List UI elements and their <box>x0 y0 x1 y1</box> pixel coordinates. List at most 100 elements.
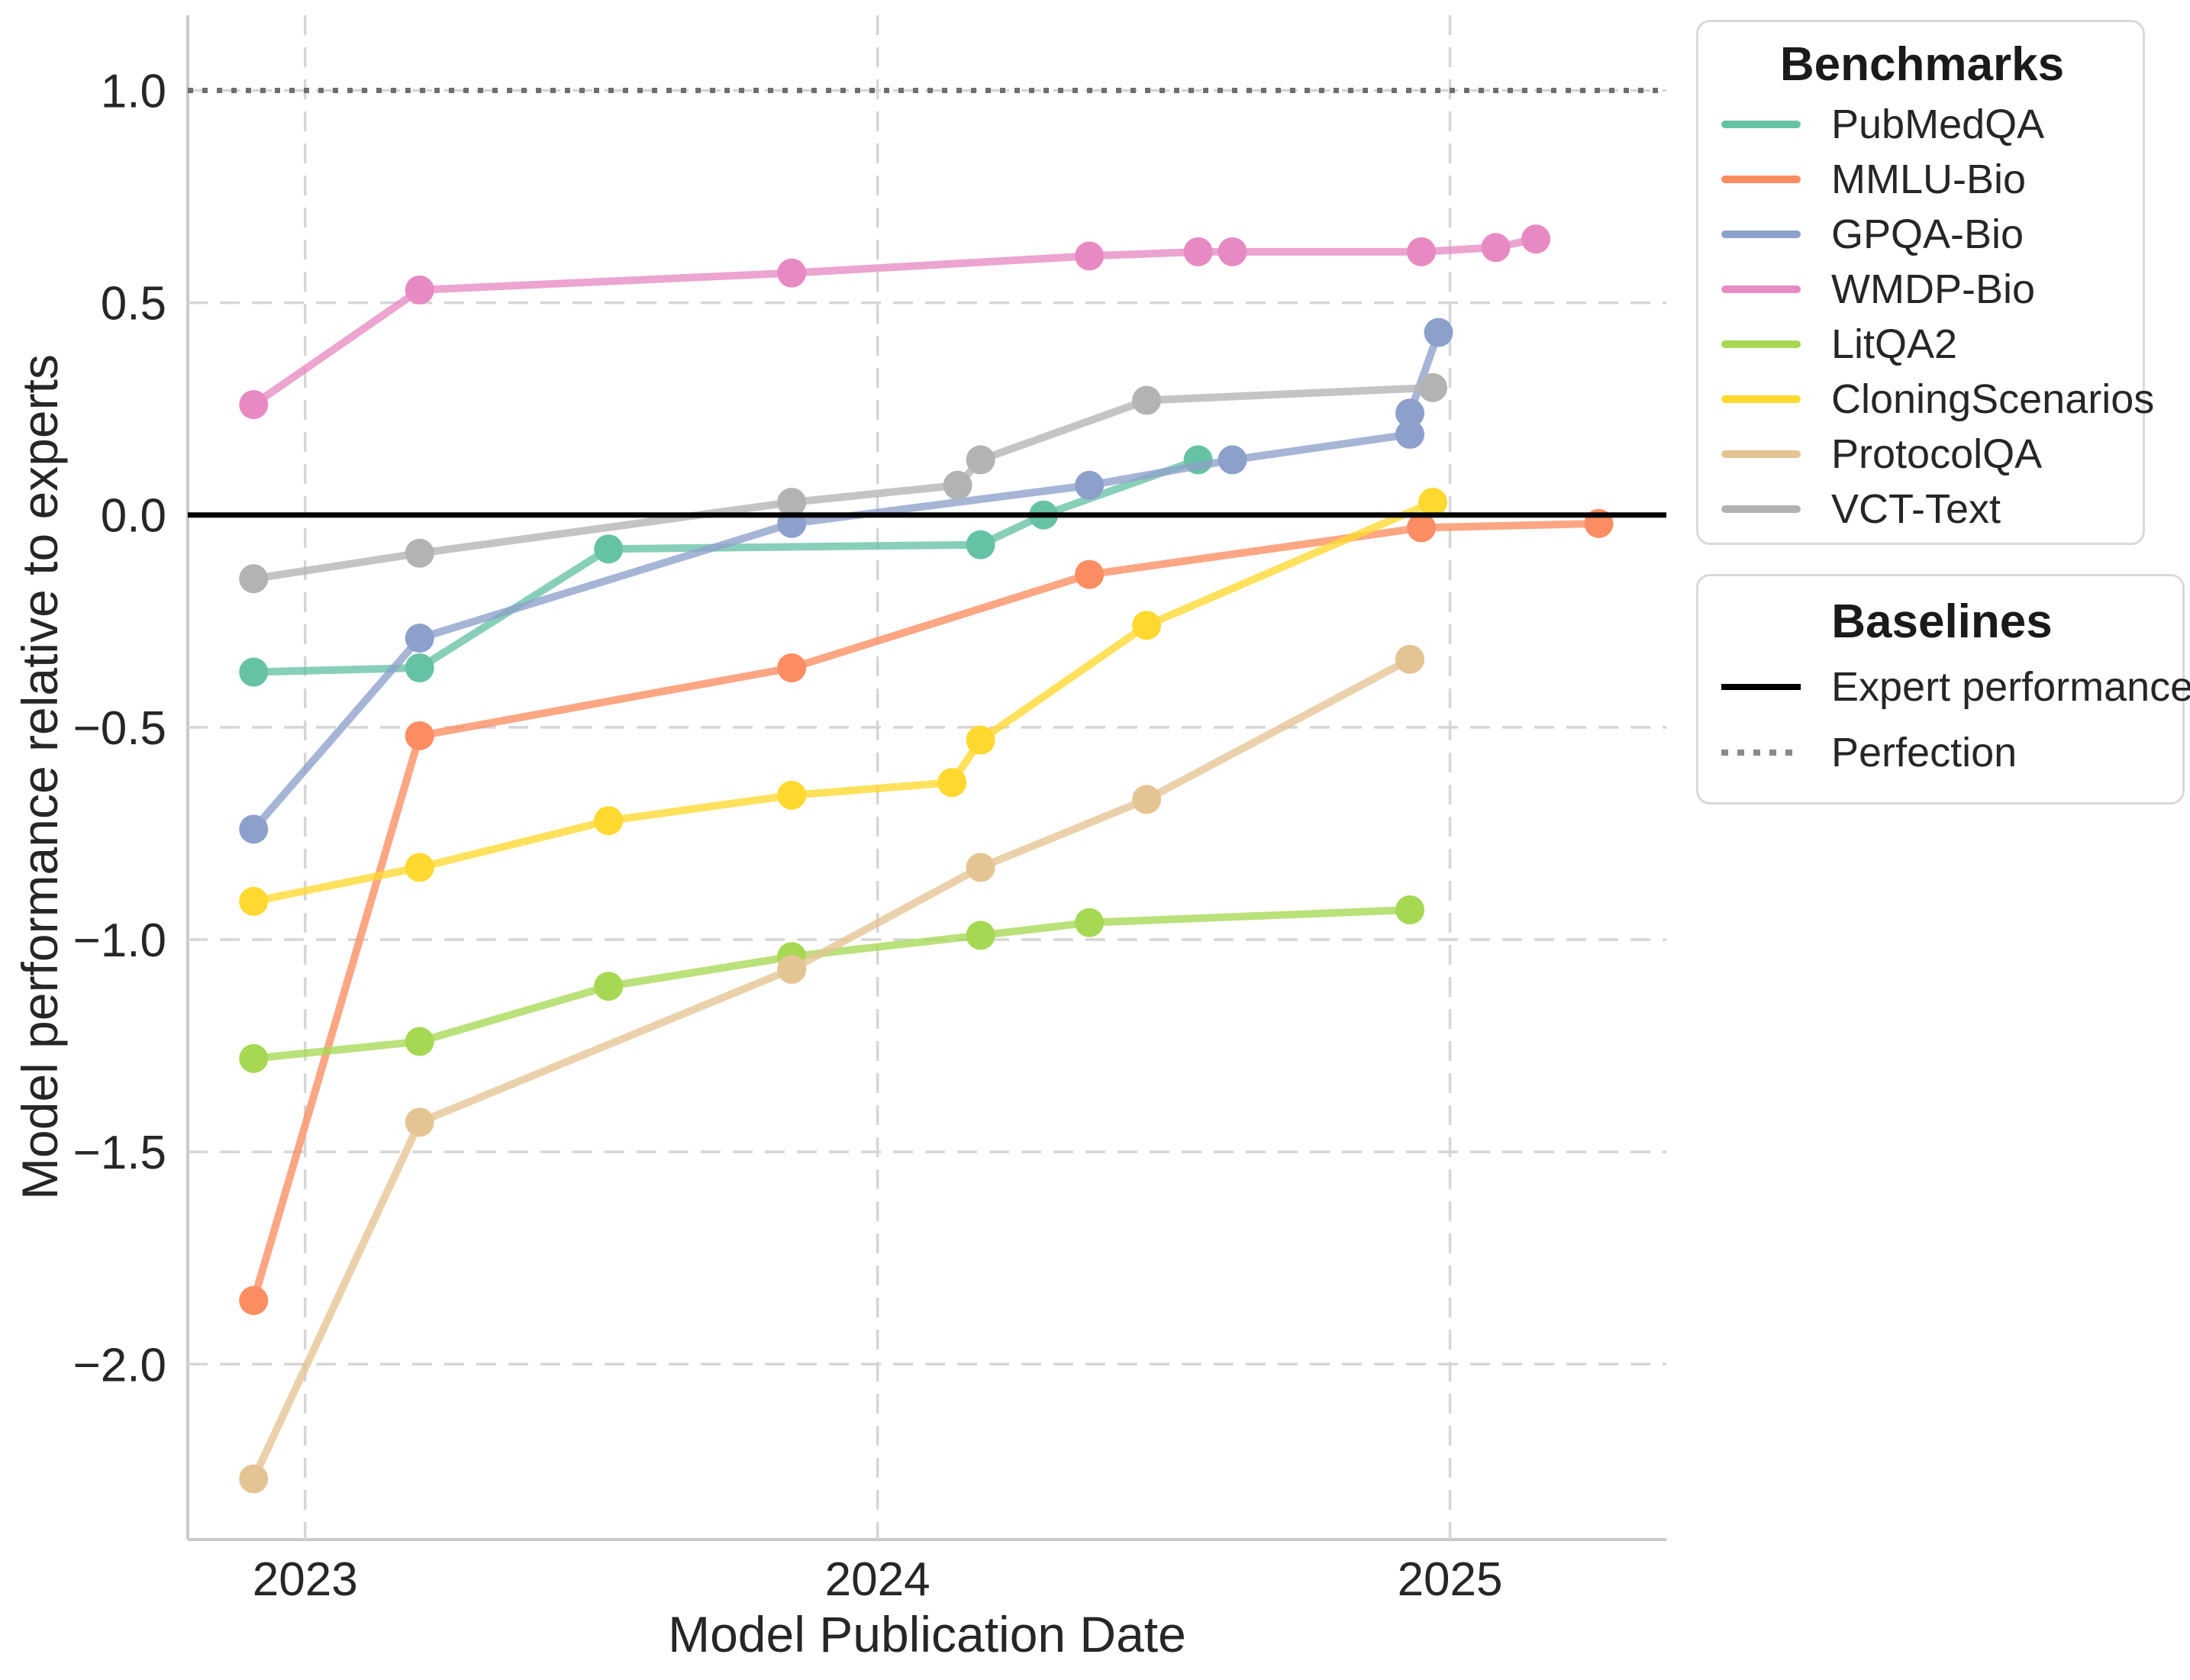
legend-item-PubMedQA: PubMedQA <box>1721 97 2123 152</box>
series-point-GPQA-Bio-6 <box>1395 398 1425 428</box>
series-point-PubMedQA-0 <box>239 657 269 687</box>
series-point-WMDP-Bio-2 <box>777 258 807 288</box>
legend-benchmarks-rows: PubMedQA MMLU-Bio GPQA-Bio WMDP-Bio LitQA2 Cl… <box>1721 97 2154 537</box>
series-line-CloningScenarios <box>250 498 1437 905</box>
y-tick-label-1.0: 1.0 <box>101 65 166 118</box>
series-point-CloningScenarios-3 <box>777 780 807 810</box>
legend-item-WMDP-Bio: WMDP-Bio <box>1721 262 2123 317</box>
series-point-MMLU-Bio-3 <box>1075 559 1105 589</box>
legend-benchmarks: Benchmarks PubMedQA MMLU-Bio GPQA-Bio WMDP-… <box>1696 20 2154 545</box>
legend-item-VCT-Text: VCT-Text <box>1721 482 2123 537</box>
series-point-VCT-Text-0 <box>239 564 269 594</box>
series-point-WMDP-Bio-1 <box>405 275 434 305</box>
legend-item-LitQA2: LitQA2 <box>1721 317 2123 372</box>
legend-item-expert-performance: Expert performance <box>1721 654 2190 720</box>
legend-swatch-PubMedQA <box>1721 121 1801 128</box>
legend-swatch-MMLU-Bio <box>1721 176 1801 183</box>
series-point-VCT-Text-4 <box>966 445 995 475</box>
legend-item-GPQA-Bio: GPQA-Bio <box>1721 207 2123 262</box>
series-point-CloningScenarios-0 <box>239 886 269 916</box>
y-tick-label-−0.5: −0.5 <box>73 702 166 755</box>
series-point-VCT-Text-6 <box>1418 372 1448 402</box>
series-point-CloningScenarios-7 <box>1418 488 1448 518</box>
legend-swatch-LitQA2 <box>1721 340 1801 348</box>
legend-label-perfection: Perfection <box>1831 730 2017 776</box>
y-tick-label-−1.0: −1.0 <box>73 914 166 967</box>
series-point-LitQA2-4 <box>966 921 995 950</box>
series-point-MMLU-Bio-1 <box>405 721 434 750</box>
y-tick-label-0.0: 0.0 <box>101 490 166 543</box>
legend-swatch-CloningScenarios <box>1721 395 1801 403</box>
y-tick-label-0.5: 0.5 <box>101 278 166 331</box>
series-point-WMDP-Bio-5 <box>1218 237 1247 266</box>
series-line-WMDP-Bio <box>250 235 1540 409</box>
legend-label-MMLU-Bio: MMLU-Bio <box>1831 156 2027 202</box>
series-point-CloningScenarios-5 <box>966 725 995 755</box>
series-point-ProtocolQA-1 <box>405 1108 434 1137</box>
x-tick-label-2024: 2024 <box>825 1553 931 1606</box>
series-point-LitQA2-1 <box>405 1027 434 1056</box>
legend-item-CloningScenarios: CloningScenarios <box>1721 372 2154 427</box>
series-point-CloningScenarios-6 <box>1132 611 1162 640</box>
series-point-PubMedQA-2 <box>594 534 624 564</box>
series-point-WMDP-Bio-0 <box>239 390 269 420</box>
series-point-GPQA-Bio-4 <box>1218 445 1247 475</box>
legend-label-LitQA2: LitQA2 <box>1831 321 1958 367</box>
legend-baselines-rows: Expert performance Perfection <box>1721 654 2190 785</box>
series-point-PubMedQA-3 <box>966 530 995 559</box>
legend-label-expert-performance: Expert performance <box>1831 664 2190 710</box>
series-point-ProtocolQA-0 <box>239 1464 269 1494</box>
series-point-LitQA2-5 <box>1075 908 1105 937</box>
series-point-WMDP-Bio-3 <box>1075 241 1105 271</box>
series-point-VCT-Text-2 <box>777 488 807 518</box>
series-point-WMDP-Bio-7 <box>1481 233 1511 263</box>
series-point-GPQA-Bio-7 <box>1424 318 1453 347</box>
series-line-GPQA-Bio <box>250 328 1443 834</box>
legend-swatch-ProtocolQA <box>1721 450 1801 458</box>
series-point-CloningScenarios-4 <box>937 768 967 798</box>
series-point-ProtocolQA-3 <box>966 853 995 882</box>
x-tick-label-2025: 2025 <box>1398 1553 1503 1606</box>
legend-benchmarks-title: Benchmarks <box>1779 38 2065 91</box>
series-point-WMDP-Bio-6 <box>1407 237 1437 266</box>
series-point-VCT-Text-3 <box>943 470 972 500</box>
series-point-LitQA2-0 <box>239 1043 269 1073</box>
series-point-GPQA-Bio-5 <box>1395 420 1425 450</box>
series-point-ProtocolQA-4 <box>1132 785 1162 814</box>
legend-swatch-GPQA-Bio <box>1721 231 1801 238</box>
legend-label-PubMedQA: PubMedQA <box>1831 102 2045 147</box>
legend-label-CloningScenarios: CloningScenarios <box>1831 376 2155 422</box>
series-point-VCT-Text-5 <box>1132 385 1162 415</box>
legend-label-WMDP-Bio: WMDP-Bio <box>1831 266 2035 312</box>
series-point-WMDP-Bio-8 <box>1521 224 1551 254</box>
legend-baselines: Baselines Expert performance Perfection <box>1696 574 2190 805</box>
series-line-MMLU-Bio <box>250 519 1603 1304</box>
series-point-PubMedQA-1 <box>405 653 434 682</box>
series-point-LitQA2-6 <box>1395 895 1425 925</box>
series-point-CloningScenarios-2 <box>594 806 624 836</box>
legend-label-GPQA-Bio: GPQA-Bio <box>1831 211 2024 257</box>
series-point-ProtocolQA-5 <box>1395 644 1425 674</box>
x-axis-title: Model Publication Date <box>668 1606 1186 1662</box>
legend-swatch-solid-black <box>1721 684 1801 690</box>
y-axis-title: Model performance relative to experts <box>11 354 68 1200</box>
legend-item-perfection: Perfection <box>1721 720 2163 785</box>
legend-item-ProtocolQA: ProtocolQA <box>1721 427 2123 482</box>
legend-baselines-title: Baselines <box>1831 595 2053 648</box>
legend-item-MMLU-Bio: MMLU-Bio <box>1721 152 2123 207</box>
legend-swatch-dotted-gray <box>1721 750 1801 756</box>
legend-swatch-WMDP-Bio <box>1721 285 1801 293</box>
legend-label-VCT-Text: VCT-Text <box>1831 486 2001 532</box>
series-point-MMLU-Bio-4 <box>1407 513 1437 543</box>
series-line-ProtocolQA <box>250 655 1414 1483</box>
series-point-ProtocolQA-2 <box>777 954 807 984</box>
series-point-MMLU-Bio-0 <box>239 1285 269 1315</box>
series-point-VCT-Text-1 <box>405 538 434 568</box>
series-point-LitQA2-2 <box>594 972 624 1001</box>
y-tick-label-−2.0: −2.0 <box>73 1339 166 1391</box>
y-tick-label-−1.5: −1.5 <box>73 1127 166 1179</box>
series-point-WMDP-Bio-4 <box>1183 237 1213 266</box>
series-point-GPQA-Bio-3 <box>1075 470 1105 500</box>
